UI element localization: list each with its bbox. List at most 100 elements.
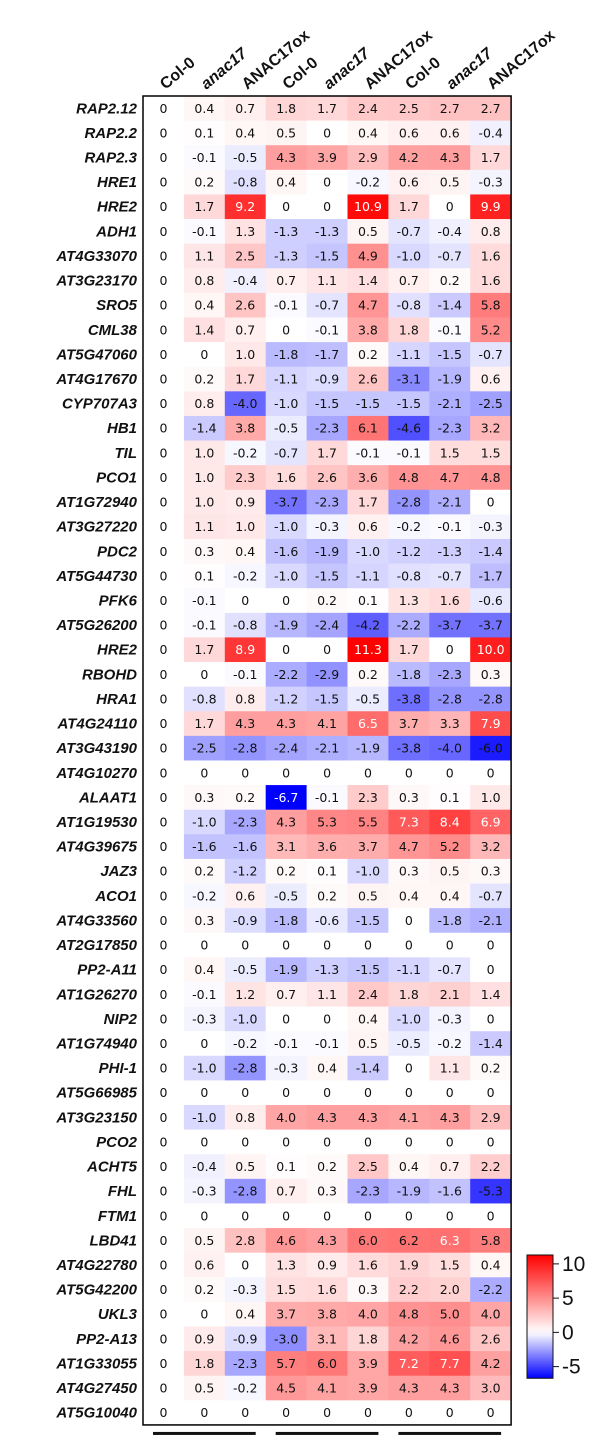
cell-value-label: 4.3 (399, 1381, 419, 1396)
cell-value-label: 0 (159, 1036, 167, 1051)
cell-value-label: 1.1 (317, 273, 337, 288)
row-label: AT2G17850 (55, 937, 137, 954)
heatmap-cell (347, 612, 389, 638)
heatmap-cell (265, 932, 307, 958)
heatmap-cell (429, 317, 471, 343)
cell-value-label: -0.1 (274, 1036, 298, 1051)
cell-value-label: -1.8 (438, 913, 462, 928)
cell-value-label: 0.9 (194, 1331, 214, 1346)
heatmap-cell (388, 563, 430, 589)
cell-value-label: 0 (487, 962, 495, 977)
heatmap-cell (388, 1228, 430, 1254)
cell-value-label: 2.3 (235, 470, 255, 485)
heatmap-cell (347, 489, 389, 515)
cell-value-label: 0.7 (276, 273, 296, 288)
heatmap-cell (183, 809, 226, 835)
heatmap-cell (224, 1326, 267, 1352)
cell-value-label: -0.1 (192, 987, 216, 1002)
heatmap-cell (306, 415, 348, 441)
heatmap-cell (470, 637, 512, 663)
cell-value-label: 4.1 (317, 1381, 337, 1396)
cell-value-label: -0.6 (315, 913, 339, 928)
row-label: AT5G66985 (55, 1085, 137, 1102)
heatmap-cell (347, 1154, 389, 1180)
heatmap-cell (306, 1129, 348, 1155)
cell-value-label: 5.3 (317, 814, 337, 829)
heatmap-cell (347, 194, 389, 220)
cell-value-label: 0 (159, 544, 167, 559)
heatmap-cell (265, 1055, 307, 1081)
cell-value-label: 1.1 (194, 519, 214, 534)
cell-value-label: 7.7 (440, 1356, 460, 1371)
cell-value-label: 3.9 (317, 150, 337, 165)
heatmap-cell (347, 169, 389, 195)
heatmap-cell (224, 760, 267, 786)
cell-value-label: 1.7 (481, 150, 501, 165)
cell-value-label: 1.7 (317, 101, 337, 116)
row-label: AT4G22780 (55, 1257, 137, 1274)
heatmap-cell (347, 145, 389, 171)
heatmap-cell (429, 981, 471, 1007)
heatmap-cell (265, 415, 307, 441)
cell-value-label: 0.8 (235, 691, 255, 706)
heatmap-cell (388, 292, 430, 318)
cell-value-label: -0.9 (233, 1331, 257, 1346)
heatmap-cell (429, 883, 471, 909)
cell-value-label: 1.7 (194, 199, 214, 214)
heatmap-cell (265, 1400, 307, 1426)
heatmap-cell (224, 120, 267, 146)
heatmap-cell (143, 1326, 185, 1352)
heatmap-cell (388, 342, 430, 368)
heatmap-cell (388, 243, 430, 269)
cell-value-label: 1.5 (481, 445, 501, 460)
heatmap-cell (388, 1178, 430, 1204)
cell-value-label: -3.7 (438, 618, 462, 633)
heatmap-cell (306, 489, 348, 515)
cell-value-label: -0.1 (192, 618, 216, 633)
cell-value-label: 10.9 (354, 199, 382, 214)
cell-value-label: 3.7 (358, 839, 378, 854)
heatmap-cell (224, 612, 267, 638)
cell-value-label: 6.0 (358, 1233, 378, 1248)
heatmap-cell (265, 268, 307, 294)
cell-value-label: -0.2 (397, 519, 421, 534)
cell-value-label: 4.0 (276, 1110, 296, 1125)
cell-value-label: 1.4 (358, 273, 378, 288)
heatmap-cell (306, 292, 348, 318)
heatmap-cell (143, 145, 185, 171)
cell-value-label: 0 (282, 593, 290, 608)
day-groups: D0 D1 D3 (153, 1431, 502, 1445)
heatmap-cell (183, 1326, 226, 1352)
cell-value-label: 1.4 (194, 322, 214, 337)
heatmap-cells: 0 0.4 0.7 1.8 1.7 2.4 2.5 2.7 2.7 0 0.1 0.4 0.5 0 0.4 0… (143, 96, 512, 1426)
cell-value-label: 0.9 (235, 495, 255, 510)
cell-value-label: 0 (159, 1061, 167, 1076)
heatmap-cell (470, 1252, 512, 1278)
heatmap-cell (143, 169, 185, 195)
cell-value-label: 0 (159, 888, 167, 903)
heatmap-cell (265, 145, 307, 171)
heatmap-cell (429, 1228, 471, 1254)
heatmap-cell (183, 415, 226, 441)
cell-value-label: 0.4 (317, 1061, 337, 1076)
heatmap-cell (183, 711, 226, 737)
cell-value-label: -1.3 (274, 224, 298, 239)
heatmap-cell (306, 957, 348, 983)
heatmap-cell (143, 662, 185, 688)
heatmap-cell (470, 194, 512, 220)
heatmap-cell (224, 1351, 267, 1377)
heatmap-cell (347, 219, 389, 245)
cell-value-label: 0 (159, 421, 167, 436)
heatmap-cell (388, 1252, 430, 1278)
heatmap-cell (429, 1006, 471, 1032)
heatmap-cell (470, 1105, 512, 1131)
cell-value-label: 0.2 (317, 888, 337, 903)
cell-value-label: 0.2 (194, 1282, 214, 1297)
cell-value-label: 0 (405, 938, 413, 953)
cell-value-label: 0 (405, 1061, 413, 1076)
row-label: HRA1 (96, 691, 137, 708)
heatmap-cell (429, 489, 471, 515)
heatmap-cell (183, 1055, 226, 1081)
heatmap-cell (183, 538, 226, 564)
cell-value-label: -0.6 (478, 593, 502, 608)
